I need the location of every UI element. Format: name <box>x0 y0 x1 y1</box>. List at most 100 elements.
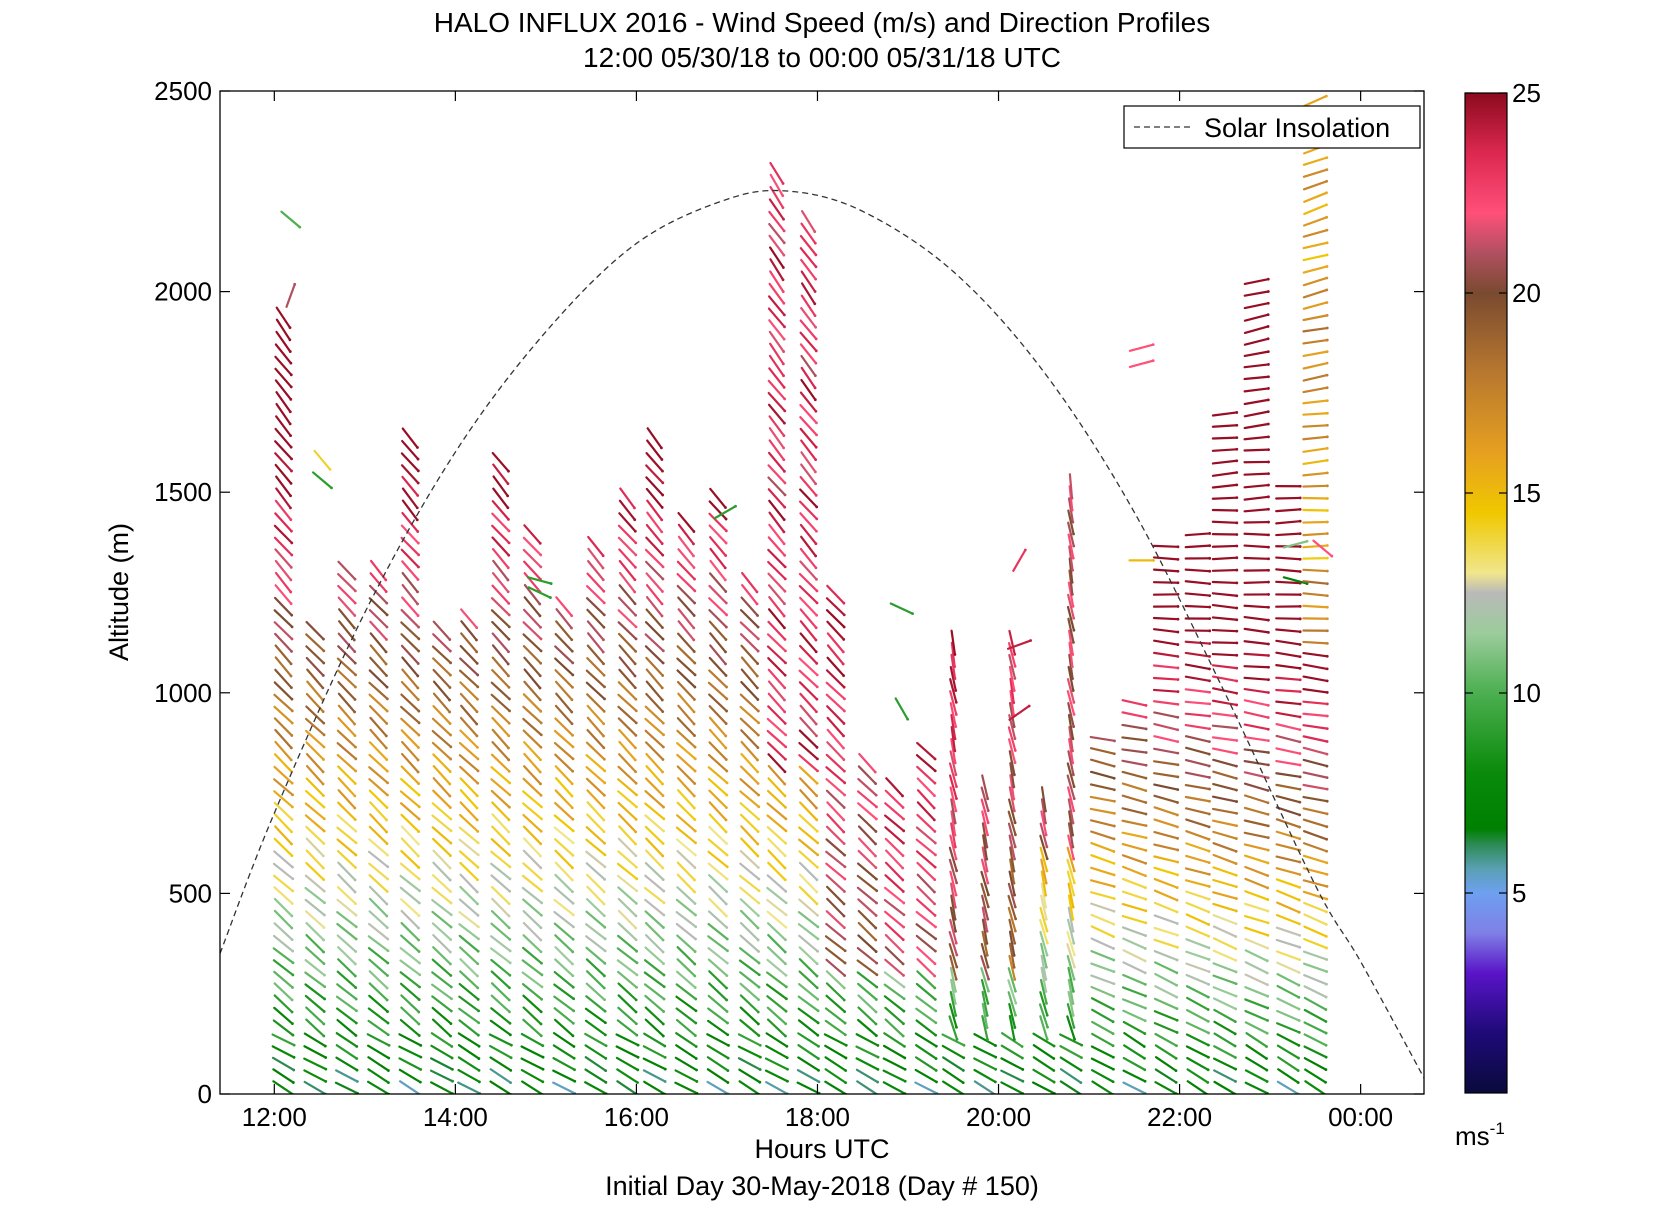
wind-barb <box>1211 483 1238 489</box>
wind-barb <box>491 500 510 521</box>
wind-barb <box>1152 628 1180 634</box>
wind-barb <box>490 778 511 796</box>
wind-barb-tip <box>508 1010 511 1014</box>
wind-barb <box>677 632 696 653</box>
wind-barb-tip <box>1111 1055 1115 1059</box>
wind-barb <box>1302 435 1329 441</box>
wind-barb <box>458 910 480 928</box>
wind-barb-tip <box>1111 1080 1115 1084</box>
wind-barb <box>738 959 761 976</box>
wind-barb <box>522 633 543 652</box>
wind-barb <box>1067 521 1075 548</box>
wind-barb-tip <box>693 902 697 905</box>
wind-barb <box>707 838 729 857</box>
wind-barb <box>642 1045 667 1059</box>
wind-barb-tip <box>540 973 544 977</box>
wind-barb-tip <box>783 602 786 606</box>
wind-barb-tip <box>290 613 294 617</box>
wind-barb <box>1122 961 1147 974</box>
wind-barb <box>708 813 728 834</box>
wind-barb <box>335 1044 358 1060</box>
wind-barb-tip <box>954 713 958 716</box>
wind-barb-tip <box>756 614 759 617</box>
wind-barb <box>767 705 787 725</box>
wind-barb-tip <box>417 721 421 725</box>
wind-barb <box>767 536 786 557</box>
wind-barb-tip <box>1072 881 1076 885</box>
wind-barb <box>459 789 479 810</box>
wind-barb-tip <box>757 793 760 797</box>
wind-barb <box>644 814 665 833</box>
wind-barb <box>1040 882 1047 909</box>
wind-barb <box>1089 747 1116 755</box>
wind-barb-tip <box>1298 519 1302 523</box>
wind-barb-tip <box>1235 556 1239 560</box>
wind-barb-tip <box>352 626 356 630</box>
wind-barb-tip <box>781 206 785 209</box>
wind-barb-tip <box>1266 337 1270 341</box>
wind-barb <box>739 693 760 713</box>
wind-barb <box>767 692 786 713</box>
wind-barb <box>798 572 819 593</box>
wind-barb-tip <box>572 1056 576 1060</box>
wind-barb <box>586 716 605 738</box>
wind-barb-tip <box>1325 594 1329 598</box>
wind-barb-tip <box>602 890 606 894</box>
wind-barb-tip <box>539 793 543 797</box>
wind-barb <box>799 608 818 629</box>
wind-barb-tip <box>1325 982 1328 986</box>
wind-barb <box>1302 604 1329 609</box>
wind-barb <box>765 983 788 1000</box>
wind-barb-tip <box>815 818 819 822</box>
wind-barb <box>766 886 788 904</box>
wind-barb <box>274 427 293 449</box>
wind-barb <box>1302 424 1329 428</box>
wind-barb <box>1122 1009 1147 1022</box>
wind-barb-tip <box>1144 801 1148 804</box>
wind-barb-tip <box>291 1022 294 1026</box>
wind-barb-tip <box>814 349 818 353</box>
wind-barb-tip <box>1071 845 1075 849</box>
wind-barb <box>458 754 480 772</box>
wind-barb <box>492 487 509 509</box>
wind-barb <box>1275 830 1301 840</box>
wind-barb-tip <box>933 997 937 1001</box>
wind-barb-tip <box>354 986 358 989</box>
wind-barb <box>739 862 760 881</box>
wind-barb-tip <box>786 1079 789 1083</box>
wind-barb <box>1275 520 1302 525</box>
wind-barb <box>400 813 420 833</box>
wind-barb <box>766 814 788 832</box>
wind-barb-tip <box>724 806 728 809</box>
wind-barb-tip <box>1176 666 1180 670</box>
wind-barb <box>520 1045 545 1059</box>
wind-barb <box>522 849 542 869</box>
wind-barb-tip <box>1208 532 1212 535</box>
wind-barb-tip <box>601 554 605 558</box>
wind-barb-tip <box>322 745 326 749</box>
wind-barb-tip <box>986 905 990 909</box>
wind-barb-tip <box>874 938 878 942</box>
wind-barb <box>645 560 665 581</box>
wind-barb-tip <box>508 793 512 797</box>
wind-barb-tip <box>842 638 846 641</box>
x-tick-label: 18:00 <box>785 1102 850 1132</box>
wind-barb-tip <box>954 977 958 981</box>
wind-barb <box>1001 1032 1024 1048</box>
wind-barb <box>400 633 420 653</box>
wind-barb-tip <box>1266 776 1270 780</box>
wind-barb-tip <box>1296 1069 1300 1072</box>
wind-barb-tip <box>815 986 819 990</box>
wind-barb <box>740 668 759 690</box>
wind-barb <box>825 862 846 881</box>
wind-barb <box>1302 168 1328 178</box>
wind-barb-tip <box>475 650 479 654</box>
wind-barb-tip <box>385 830 388 834</box>
wind-barb <box>1302 532 1329 537</box>
wind-barb-tip <box>661 854 665 858</box>
wind-barb-tip <box>1013 821 1017 825</box>
wind-barb-tip <box>290 553 294 557</box>
wind-barb-tip <box>539 782 542 786</box>
wind-barb-tip <box>508 889 512 893</box>
wind-barb <box>553 898 575 916</box>
